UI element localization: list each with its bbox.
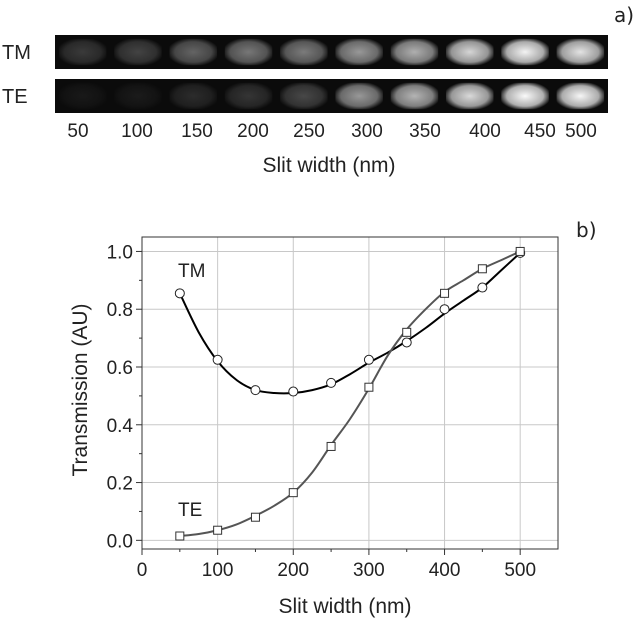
point-tm-250 <box>326 377 337 388</box>
te-annotation: TE <box>178 500 202 521</box>
point-tm-300 <box>363 354 374 365</box>
strip-tick-350: 350 <box>409 121 441 142</box>
strip-tick-450: 450 <box>524 121 556 142</box>
point-te-150 <box>250 512 260 522</box>
slit-te-500 <box>556 82 605 110</box>
curve-tm <box>178 252 521 395</box>
panel-b-label: b) <box>576 218 597 242</box>
curves <box>178 250 521 537</box>
x-tick-label-400: 400 <box>429 560 461 581</box>
strip-tick-400: 400 <box>469 121 501 142</box>
slit-tm-150 <box>169 38 218 66</box>
point-tm-450 <box>477 282 488 293</box>
slit-te-300 <box>335 82 383 110</box>
y-tick-label-0.8: 0.8 <box>107 300 133 321</box>
point-te-450 <box>477 264 487 274</box>
slit-tm-50 <box>58 38 107 66</box>
point-tm-200 <box>288 386 299 397</box>
slit-tm-500 <box>556 38 605 66</box>
panel-a: a) TM TE 50 100 150 200 250 300 350 400 450 500 Sl… <box>2 3 634 177</box>
point-te-200 <box>288 488 298 498</box>
curve-te <box>179 250 521 537</box>
point-tm-100 <box>212 354 223 365</box>
x-tick-label-300: 300 <box>353 560 385 581</box>
slit-te-100 <box>114 82 162 110</box>
strip-tick-labels: 50 100 150 200 250 300 350 400 450 500 <box>67 121 596 142</box>
point-tm-400 <box>439 304 450 315</box>
y-tick-labels: 0.0 0.2 0.4 0.6 0.8 1.0 <box>107 242 134 552</box>
x-tick-label-0: 0 <box>137 560 148 581</box>
slit-te-200 <box>224 82 273 110</box>
strip-tick-200: 200 <box>237 121 269 142</box>
slit-te-350 <box>390 82 439 110</box>
x-axis-label: Slit width (nm) <box>278 595 411 618</box>
y-axis-label: Transmission (AU) <box>69 303 92 476</box>
row-label-te: TE <box>2 86 28 108</box>
strip-tick-150: 150 <box>181 121 213 142</box>
slit-tm-300 <box>335 38 383 66</box>
tm-annotation: TM <box>178 261 205 282</box>
point-te-500 <box>515 246 525 256</box>
x-tick-label-500: 500 <box>504 560 536 581</box>
plot-area <box>141 236 559 550</box>
point-te-350 <box>402 327 412 337</box>
slit-tm-450 <box>501 38 549 66</box>
slit-tm-400 <box>445 38 494 66</box>
strip-tick-300: 300 <box>351 121 383 142</box>
slit-tm-250 <box>280 38 328 66</box>
strip-tick-100: 100 <box>121 121 153 142</box>
strip-tick-500: 500 <box>565 121 597 142</box>
slit-te-150 <box>169 82 218 110</box>
slit-te-450 <box>501 82 549 110</box>
y-tick-label-0.4: 0.4 <box>107 416 134 437</box>
x-tick-label-200: 200 <box>277 560 309 581</box>
point-te-100 <box>213 525 223 535</box>
y-tick-label-1.0: 1.0 <box>107 242 133 263</box>
strip-tick-250: 250 <box>293 121 325 142</box>
slit-te-250 <box>280 82 328 110</box>
axis-ticks <box>136 250 521 555</box>
markers <box>174 246 526 541</box>
slit-tm-100 <box>114 38 162 66</box>
panel-b: b) 0 100 200 300 400 500 0.0 0.2 0.4 0.6 0.8 1.0 T… <box>69 218 597 618</box>
y-tick-label-0.2: 0.2 <box>107 474 133 495</box>
strip-rows: TM TE <box>2 35 608 113</box>
grid-lines <box>142 237 558 549</box>
point-tm-50 <box>174 288 185 299</box>
point-tm-350 <box>401 337 412 348</box>
panel-a-label: a) <box>614 3 634 27</box>
x-tick-labels: 0 100 200 300 400 500 <box>137 560 536 581</box>
y-tick-label-0.6: 0.6 <box>107 358 133 379</box>
point-te-400 <box>440 288 450 298</box>
point-te-250 <box>326 441 336 451</box>
row-label-tm: TM <box>2 42 31 64</box>
slit-te-400 <box>445 82 494 110</box>
slit-tm-200 <box>224 38 273 66</box>
point-tm-150 <box>250 385 261 396</box>
point-te-50 <box>175 531 185 541</box>
strip-tick-50: 50 <box>67 121 88 142</box>
y-tick-label-0.0: 0.0 <box>107 531 133 552</box>
slit-te-50 <box>58 82 107 110</box>
x-tick-label-100: 100 <box>202 560 234 581</box>
panel-a-xlabel: Slit width (nm) <box>262 154 395 177</box>
point-te-300 <box>364 382 374 392</box>
slit-tm-350 <box>390 38 439 66</box>
